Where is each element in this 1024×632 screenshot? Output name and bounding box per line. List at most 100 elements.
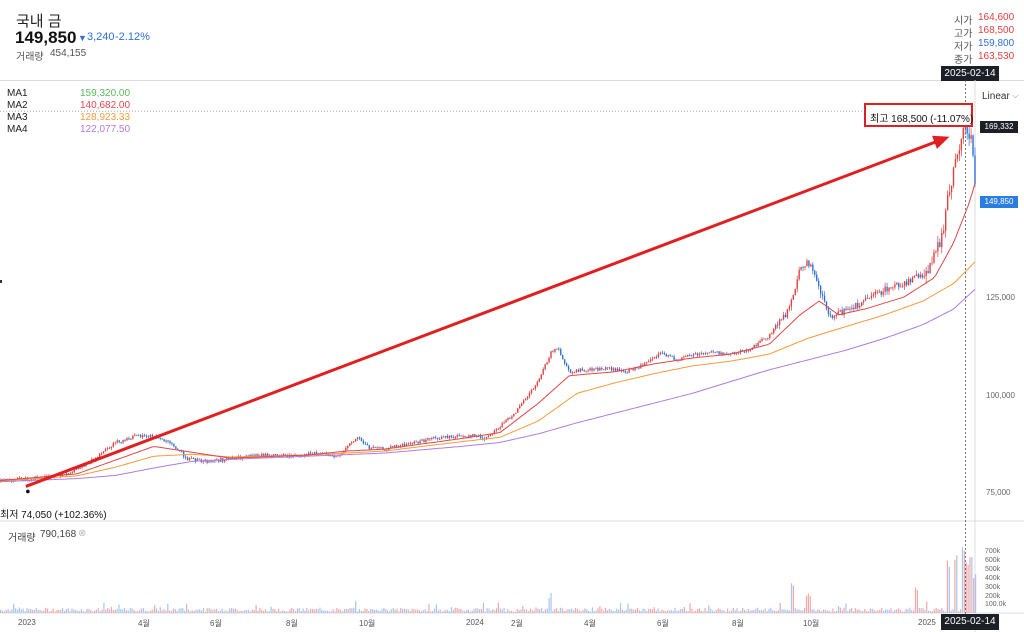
candle-body xyxy=(849,308,851,310)
ma1-label[interactable]: MA1 xyxy=(7,88,28,99)
volume-bar xyxy=(448,611,451,613)
volume-bar xyxy=(659,611,661,613)
volume-bar xyxy=(33,610,36,613)
ma2-label[interactable]: MA2 xyxy=(7,100,28,111)
volume-bar xyxy=(490,610,492,613)
volume-bar xyxy=(462,610,464,613)
volume-bar xyxy=(612,610,614,613)
volume-bar xyxy=(860,610,862,613)
volume-bar xyxy=(456,608,458,613)
volume-bar xyxy=(920,608,922,613)
candle-body xyxy=(118,440,120,443)
volume-bar xyxy=(336,607,338,613)
volume-bar xyxy=(174,609,176,613)
volume-bar xyxy=(847,610,849,613)
volume-bar xyxy=(450,607,453,613)
candle-body xyxy=(354,439,357,442)
volume-bar xyxy=(584,608,586,613)
candle-body xyxy=(972,135,974,156)
candle-body xyxy=(763,338,765,340)
volume-bar xyxy=(236,609,238,613)
volume-bar xyxy=(82,611,84,613)
candle-body xyxy=(194,458,197,462)
candle-body xyxy=(898,283,900,288)
volume-bar xyxy=(663,610,665,613)
candle-body xyxy=(104,448,107,452)
candle-body xyxy=(937,242,939,252)
close-label: 종가 xyxy=(954,55,973,66)
volume-bar xyxy=(557,611,560,613)
candle-body xyxy=(649,359,652,362)
volume-bar xyxy=(510,610,513,613)
volume-bar xyxy=(843,607,845,613)
chart-header xyxy=(0,0,1024,81)
candle-body xyxy=(315,452,318,454)
volume-bar xyxy=(105,609,107,613)
candle-body xyxy=(681,357,683,361)
ma4-label[interactable]: MA4 xyxy=(7,124,28,135)
candle-body xyxy=(501,423,503,428)
candle-body xyxy=(446,435,449,439)
candle-body xyxy=(814,270,816,275)
candle-body xyxy=(804,266,806,268)
volume-bar xyxy=(338,609,340,613)
volume-bar xyxy=(963,550,965,613)
candle-body xyxy=(413,441,415,444)
volume-bar xyxy=(706,611,708,613)
candle-body xyxy=(837,311,839,315)
volume-bar xyxy=(875,611,877,613)
volume-bar xyxy=(492,609,494,613)
volume-bar xyxy=(398,611,400,613)
volume-bar xyxy=(779,602,781,613)
price-change-percent: -2.12% xyxy=(115,31,150,43)
volume-bar xyxy=(901,611,903,613)
candle-body xyxy=(188,458,191,461)
volume-bar xyxy=(58,609,60,613)
volume-bar xyxy=(135,611,137,613)
ma3-label[interactable]: MA3 xyxy=(7,112,28,123)
volume-bar xyxy=(914,587,917,613)
candle-body xyxy=(536,381,539,386)
volume-bar xyxy=(133,610,135,613)
volume-bar xyxy=(28,609,30,613)
candle-body xyxy=(214,460,216,462)
volume-bar xyxy=(415,609,417,613)
volume-bar xyxy=(514,611,516,613)
volume-bar xyxy=(849,608,851,613)
candle-body xyxy=(812,264,814,271)
candle-body xyxy=(687,355,689,357)
candle-body xyxy=(884,286,886,292)
volume-bar xyxy=(317,608,319,613)
volume-bar xyxy=(676,610,678,613)
volume-bar xyxy=(123,607,126,613)
volume-bar xyxy=(334,611,336,613)
candle-body xyxy=(415,441,417,443)
volume-bar xyxy=(758,610,761,613)
ma3-line xyxy=(0,261,976,482)
volume-bar xyxy=(574,608,577,613)
volume-bar xyxy=(247,609,250,613)
volume-bar xyxy=(302,608,304,613)
scale-type-dropdown[interactable]: Linear xyxy=(982,91,1010,102)
candle-body xyxy=(186,457,189,461)
volume-bar xyxy=(52,608,54,613)
chevron-down-icon[interactable]: ⌵ xyxy=(1012,90,1019,100)
candle-body xyxy=(646,362,648,364)
candle-body xyxy=(520,403,523,406)
candle-body xyxy=(892,287,894,289)
volume-bar xyxy=(157,610,160,613)
volume-bar xyxy=(358,609,361,613)
volume-bar xyxy=(206,608,208,613)
candle-body xyxy=(368,445,370,449)
volume-bar xyxy=(770,607,772,613)
close-icon[interactable]: ⊗ xyxy=(78,528,87,539)
candle-body xyxy=(5,478,7,480)
volume-bar xyxy=(839,607,841,613)
candle-body xyxy=(284,454,286,456)
volume-bar xyxy=(819,610,821,613)
candle-body xyxy=(491,434,494,436)
volume-bar xyxy=(967,564,969,613)
volume-bar xyxy=(800,610,802,613)
candle-body xyxy=(190,457,193,459)
